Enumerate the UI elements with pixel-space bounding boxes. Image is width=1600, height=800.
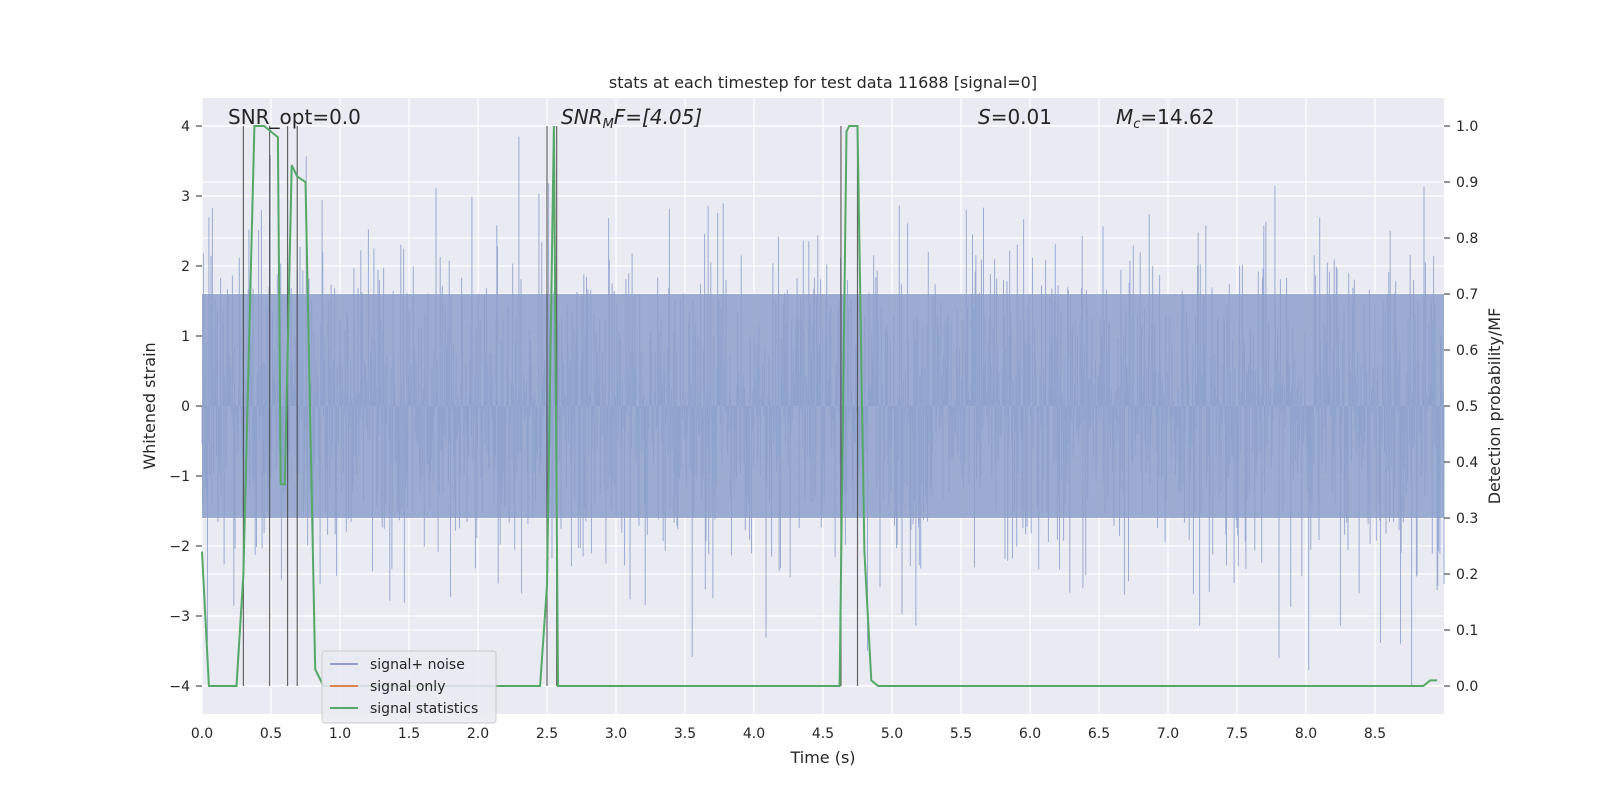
signal-noise-series	[201, 136, 1445, 686]
x-tick-label: 4.5	[812, 726, 834, 742]
y-right-tick-label: 0.6	[1456, 343, 1478, 359]
x-tick-label: 2.5	[536, 726, 558, 742]
y-left-tick-label: 1	[181, 329, 190, 345]
legend-label-signal-only: signal only	[370, 679, 445, 695]
y-left-tick-label: 3	[181, 189, 190, 205]
legend-box	[321, 650, 497, 724]
y-right-tick-label: 0.3	[1456, 511, 1478, 527]
x-tick-label: 8.5	[1364, 726, 1386, 742]
legend-label-signal-noise: signal+ noise	[370, 657, 465, 673]
x-tick-label: 5.0	[881, 726, 903, 742]
x-axis-label: Time (s)	[789, 748, 855, 767]
y-left-tick-label: −4	[169, 679, 190, 695]
x-tick-label: 0.5	[260, 726, 282, 742]
x-axis-ticks: 0.0 0.5 1.0 1.5 2.0 2.5 3.0 3.5 4.0 4.5 5.0 5.5 6.0 6…	[191, 726, 1386, 742]
y-left-tick-label: 2	[181, 259, 190, 275]
x-tick-label: 5.5	[950, 726, 972, 742]
annotation-s: S=0.01	[978, 105, 1052, 129]
y-axis-left-ticks: 4 3 2 1 0 −1 −2 −3 −4	[169, 119, 202, 695]
noise-samples	[201, 136, 1445, 686]
y-right-tick-label: 0.5	[1456, 399, 1478, 415]
y-left-tick-label: −1	[169, 469, 190, 485]
x-tick-label: 0.0	[191, 726, 213, 742]
y-right-tick-label: 0.1	[1456, 623, 1478, 639]
x-tick-label: 7.5	[1226, 726, 1248, 742]
x-tick-label: 2.0	[467, 726, 489, 742]
x-tick-label: 7.0	[1157, 726, 1179, 742]
y-axis-right-label: Detection probability/MF	[1485, 308, 1504, 505]
x-tick-label: 6.0	[1019, 726, 1041, 742]
y-right-tick-label: 0.2	[1456, 567, 1478, 583]
y-axis-left-label: Whitened strain	[140, 342, 159, 469]
annotation-snr-mf: SNRMF=[4.05]	[561, 105, 702, 132]
annotation-mc: Mc=14.62	[1116, 105, 1214, 132]
legend: signal+ noise signal only signal statist…	[321, 650, 497, 724]
y-left-tick-label: −2	[169, 539, 190, 555]
chart-title: stats at each timestep for test data 116…	[609, 73, 1037, 92]
y-left-tick-label: 4	[181, 119, 190, 135]
x-tick-label: 4.0	[743, 726, 765, 742]
y-left-tick-label: 0	[181, 399, 190, 415]
y-axis-right-ticks: 1.0 0.9 0.8 0.7 0.6 0.5 0.4 0.3 0.2 0.1 0.0	[1444, 119, 1478, 695]
y-right-tick-label: 0.4	[1456, 455, 1478, 471]
x-tick-label: 3.0	[605, 726, 627, 742]
x-tick-label: 1.0	[329, 726, 351, 742]
y-right-tick-label: 1.0	[1456, 119, 1478, 135]
y-left-tick-label: −3	[169, 609, 190, 625]
signal-statistics-line	[201, 125, 1438, 687]
y-right-tick-label: 0.9	[1456, 175, 1478, 191]
annotation-snr-opt: SNR_opt=0.0	[228, 105, 361, 129]
y-right-tick-label: 0.8	[1456, 231, 1478, 247]
x-tick-label: 1.5	[398, 726, 420, 742]
x-tick-label: 6.5	[1088, 726, 1110, 742]
y-right-tick-label: 0.0	[1456, 679, 1478, 695]
x-tick-label: 8.0	[1295, 726, 1317, 742]
x-tick-label: 3.5	[674, 726, 696, 742]
legend-label-signal-statistics: signal statistics	[370, 701, 478, 717]
y-right-tick-label: 0.7	[1456, 287, 1478, 303]
